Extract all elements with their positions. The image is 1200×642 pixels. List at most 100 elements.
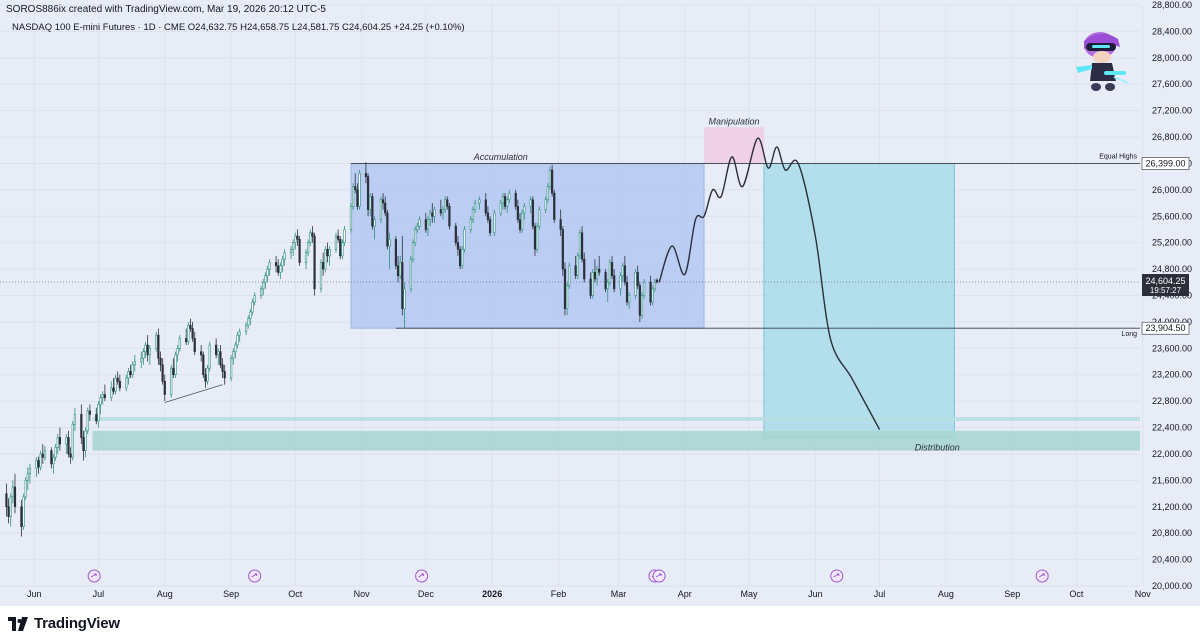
candle-body <box>643 281 646 296</box>
candle-body <box>114 377 117 392</box>
candle-body <box>219 351 222 366</box>
candle-body <box>399 262 402 276</box>
candle-body <box>416 225 419 230</box>
price-chart[interactable]: Accumulation Manipulation Distribution 20,… <box>0 0 1200 606</box>
candle-body <box>274 262 278 267</box>
candle-body <box>634 272 637 296</box>
candle-body <box>163 381 166 395</box>
candle-body <box>429 212 432 220</box>
symbol-info-line[interactable]: NASDAQ 100 E-mini Futures · 1D · CME O24… <box>12 22 465 33</box>
candle-body <box>595 268 599 280</box>
zone-distribution <box>763 163 955 438</box>
candle-body <box>484 199 487 214</box>
event-marker-arrow <box>418 573 425 578</box>
candle-body <box>589 278 592 296</box>
candle-body <box>86 410 89 432</box>
candle-body <box>623 265 626 283</box>
candle-body <box>159 357 162 366</box>
event-marker-arrow <box>251 573 258 578</box>
x-tick-label: Apr <box>678 589 692 599</box>
candle-body <box>576 255 579 276</box>
candle-body <box>13 486 17 508</box>
y-tick-label: 22,800.00 <box>1152 396 1192 406</box>
candle-body <box>478 199 481 204</box>
candle-body <box>253 295 256 303</box>
footer: TradingView <box>0 606 1200 642</box>
candle-body <box>636 272 639 286</box>
candle-body <box>133 361 136 366</box>
candle-body <box>551 169 554 194</box>
x-tick-label: Jun <box>27 589 42 599</box>
candle-body <box>125 377 128 389</box>
candle-body <box>189 324 192 329</box>
event-markers-layer <box>87 569 1049 583</box>
price-tag-level-bg <box>1141 321 1190 335</box>
candle-body <box>298 239 301 263</box>
candle-body <box>473 202 477 210</box>
candle-body <box>343 229 346 243</box>
candle-body <box>56 437 59 448</box>
candle-body <box>88 410 91 415</box>
candle-body <box>292 242 295 250</box>
candle-body <box>95 414 98 422</box>
candle-body <box>148 348 151 356</box>
tradingview-logo[interactable]: TradingView <box>8 615 120 632</box>
x-tick-label: Jun <box>808 589 823 599</box>
candle-body <box>610 262 614 276</box>
candle-body <box>309 232 312 243</box>
event-marker-icon[interactable] <box>415 569 429 583</box>
chart-area[interactable]: Accumulation Manipulation Distribution 20,… <box>0 0 1200 606</box>
price-tag-level-bg <box>1141 157 1190 170</box>
candle-body <box>373 219 376 227</box>
event-marker-icon[interactable] <box>1035 569 1049 583</box>
candle-body <box>448 206 451 227</box>
candle-body <box>493 212 496 234</box>
x-tick-label: Oct <box>288 589 303 599</box>
support-band <box>92 430 1141 451</box>
candle-body <box>221 364 224 372</box>
y-tick-label: 20,000.00 <box>1152 581 1192 591</box>
candle-body <box>97 404 100 422</box>
candle-body <box>411 242 415 260</box>
last-price-countdown: 19:57:27 <box>1150 286 1182 295</box>
candle-body <box>9 496 12 517</box>
candle-body <box>193 338 196 352</box>
candle-body <box>140 357 143 362</box>
candle-body <box>488 219 492 234</box>
candle-body <box>232 351 235 359</box>
candle-body <box>621 265 624 276</box>
candle-body <box>101 394 104 399</box>
candle-body <box>281 258 284 267</box>
candle-body <box>518 219 522 230</box>
candle-body <box>268 262 271 270</box>
candle-body <box>568 265 571 286</box>
candle-body <box>259 288 263 296</box>
candle-body <box>262 281 265 290</box>
x-axis: Jun Jul Aug Sep Oct Nov Dec 2026 Feb Mar Apr May Jun… <box>27 589 1151 599</box>
event-marker-icon[interactable] <box>830 569 844 583</box>
candle-body <box>176 348 179 356</box>
candle-body <box>187 324 190 343</box>
candle-body <box>546 186 549 201</box>
candle-body <box>73 414 76 425</box>
event-marker-icon[interactable] <box>87 569 101 583</box>
candle-body <box>604 272 607 290</box>
candle-body <box>294 235 297 243</box>
price-tag-level: 26,399.00 <box>1141 157 1190 170</box>
candle-body <box>426 219 430 230</box>
candle-body <box>58 437 62 445</box>
x-tick-label: 2026 <box>482 589 502 599</box>
candle-body <box>471 209 475 220</box>
last-price-value: 24,604.25 <box>1145 276 1185 286</box>
candle-body <box>651 288 654 303</box>
event-marker-icon[interactable] <box>652 569 666 583</box>
candle-body <box>52 456 55 465</box>
candle-body <box>424 219 427 230</box>
y-tick-label: 20,400.00 <box>1152 555 1192 565</box>
candle-body <box>531 199 534 227</box>
x-tick-label: Jul <box>93 589 105 599</box>
event-marker-icon[interactable] <box>248 569 262 583</box>
x-tick-label: Feb <box>551 589 567 599</box>
y-tick-label: 21,200.00 <box>1152 502 1192 512</box>
candle-body <box>356 189 359 207</box>
